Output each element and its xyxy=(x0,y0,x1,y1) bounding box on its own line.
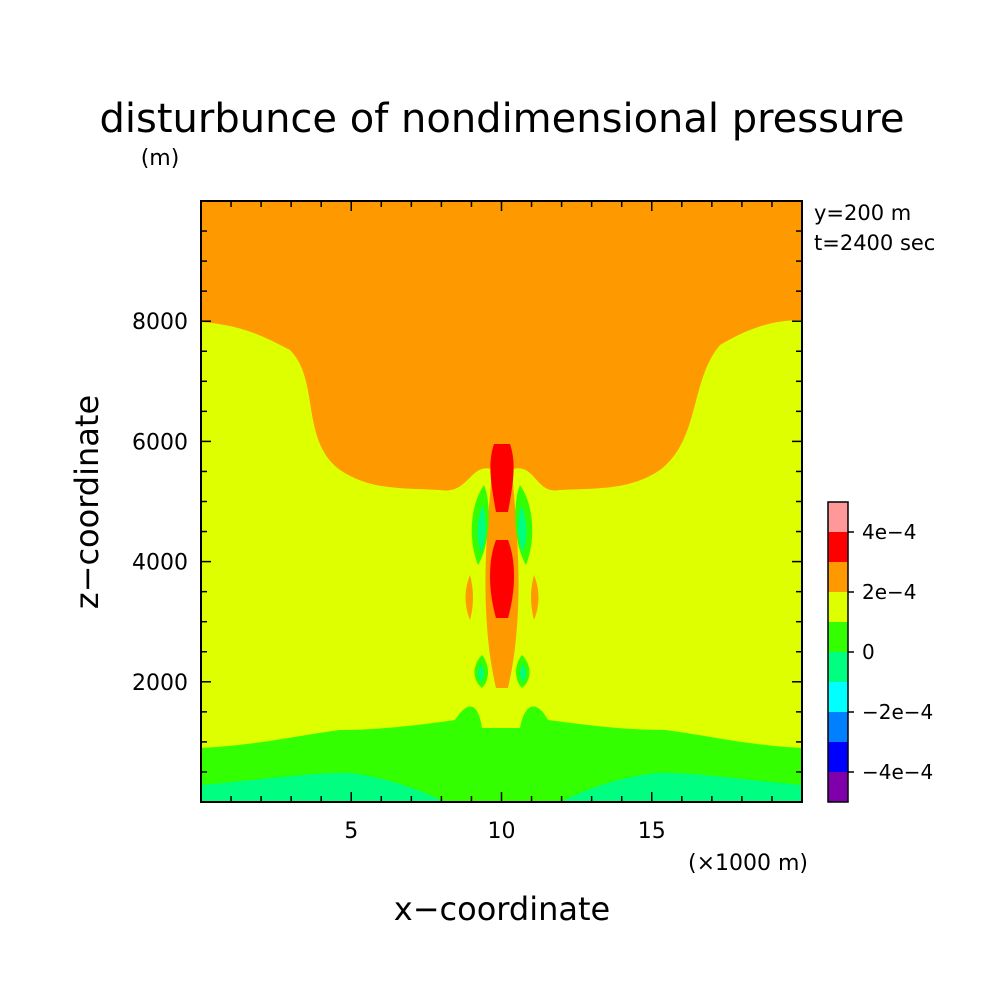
y-tick-label: 6000 xyxy=(132,430,188,455)
colorbar-swatch xyxy=(828,622,848,652)
colorbar: 4e−4 2e−4 0 −2e−4 −4e−4 xyxy=(827,501,933,803)
y-axis: 2000 4000 6000 8000 xyxy=(132,230,802,773)
colorbar-label: 2e−4 xyxy=(862,580,917,604)
region-low-cyan-right xyxy=(520,664,526,682)
region-side-orange-left xyxy=(465,575,473,620)
colorbar-swatch xyxy=(828,712,848,742)
colorbar-swatch xyxy=(828,742,848,772)
x-axis: 5 10 15 xyxy=(230,201,773,844)
colorbar-swatch xyxy=(828,562,848,592)
colorbar-swatch xyxy=(828,652,848,682)
annotation-t: t=2400 sec xyxy=(814,231,935,255)
colorbar-swatch xyxy=(828,592,848,622)
x-tick-label: 10 xyxy=(488,819,516,844)
chart-title: disturbunce of nondimensional pressure xyxy=(100,96,905,142)
region-low-cyan-left xyxy=(478,664,484,682)
x-tick-label: 5 xyxy=(344,819,358,844)
colorbar-swatch xyxy=(828,502,848,532)
colorbar-label: −4e−4 xyxy=(862,760,933,784)
colorbar-swatch xyxy=(828,532,848,562)
region-side-cyan-right xyxy=(518,505,527,552)
y-tick-label: 4000 xyxy=(132,551,188,576)
region-surface-left xyxy=(201,772,445,802)
region-side-orange-right xyxy=(531,575,539,620)
colorbar-label: 0 xyxy=(862,640,875,664)
y-axis-label: z−coordinate xyxy=(68,395,106,609)
x-unit-label: (×1000 m) xyxy=(688,851,808,876)
plot-area xyxy=(200,200,803,803)
annotation-y: y=200 m xyxy=(814,201,911,225)
region-side-cyan-left xyxy=(477,505,486,552)
y-tick-label: 2000 xyxy=(132,671,188,696)
x-axis-label: x−coordinate xyxy=(394,890,610,928)
x-tick-label: 15 xyxy=(638,819,666,844)
colorbar-label: 4e−4 xyxy=(862,520,917,544)
region-column-red-lower xyxy=(490,540,514,618)
y-unit-label: (m) xyxy=(141,146,180,171)
colorbar-swatch xyxy=(828,772,848,802)
y-tick-label: 8000 xyxy=(132,310,188,335)
region-surface-right xyxy=(560,772,802,802)
colorbar-label: −2e−4 xyxy=(862,700,933,724)
colorbar-swatch xyxy=(828,682,848,712)
region-column-red-upper xyxy=(490,444,514,512)
